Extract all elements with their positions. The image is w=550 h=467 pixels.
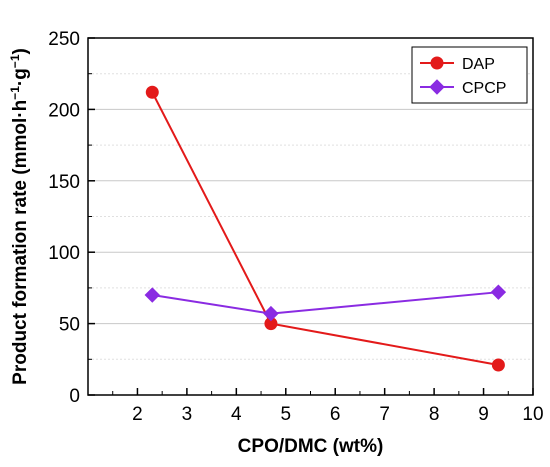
grid-lines <box>88 73 533 360</box>
series-cpcp <box>144 284 507 322</box>
x-tick-label: 5 <box>280 404 291 425</box>
y-axis-title-mid: ·g <box>10 68 31 86</box>
y-axis-title: Product formation rate (mmol·h−1·g−1) <box>8 48 31 385</box>
legend: DAP CPCP <box>411 46 528 104</box>
y-tick-label: 200 <box>48 100 80 121</box>
y-axis-title-end: ) <box>10 48 31 54</box>
x-tick-label: 4 <box>231 404 242 425</box>
legend-box <box>411 46 528 104</box>
legend-marker-dap <box>430 56 444 70</box>
y-tick-label: 0 <box>69 386 80 407</box>
legend-marker-cpcp <box>429 79 445 95</box>
y-tick-label: 250 <box>48 29 80 50</box>
y-tick-label: 50 <box>59 315 80 336</box>
y-tick-label: 100 <box>48 243 80 264</box>
y-tick-label: 150 <box>48 172 80 193</box>
data-point-cpcp <box>263 305 279 322</box>
series-layer <box>144 85 507 372</box>
x-axis-title: CPO/DMC (wt%) <box>238 436 384 457</box>
x-tick-label: 8 <box>429 404 440 425</box>
legend-label-cpcp: CPCP <box>462 80 506 97</box>
data-point-dap <box>491 358 505 372</box>
x-tick-label: 7 <box>379 404 390 425</box>
x-tick-label: 2 <box>132 404 143 425</box>
series-dap <box>145 85 505 372</box>
y-axis-title-base: Product formation rate (mmol·h <box>10 100 31 385</box>
data-point-cpcp <box>144 287 160 303</box>
x-tick-label: 9 <box>478 404 489 425</box>
x-tick-label: 10 <box>522 404 543 425</box>
series-line-cpcp <box>152 291 499 315</box>
legend-label-dap: DAP <box>462 56 495 73</box>
data-point-dap <box>145 85 159 99</box>
x-tick-label: 3 <box>182 404 193 425</box>
data-point-cpcp <box>490 284 507 300</box>
y-axis-title-sup1: −1 <box>8 86 22 100</box>
x-tick-label: 6 <box>330 404 341 425</box>
y-axis-title-sup2: −1 <box>8 54 22 68</box>
